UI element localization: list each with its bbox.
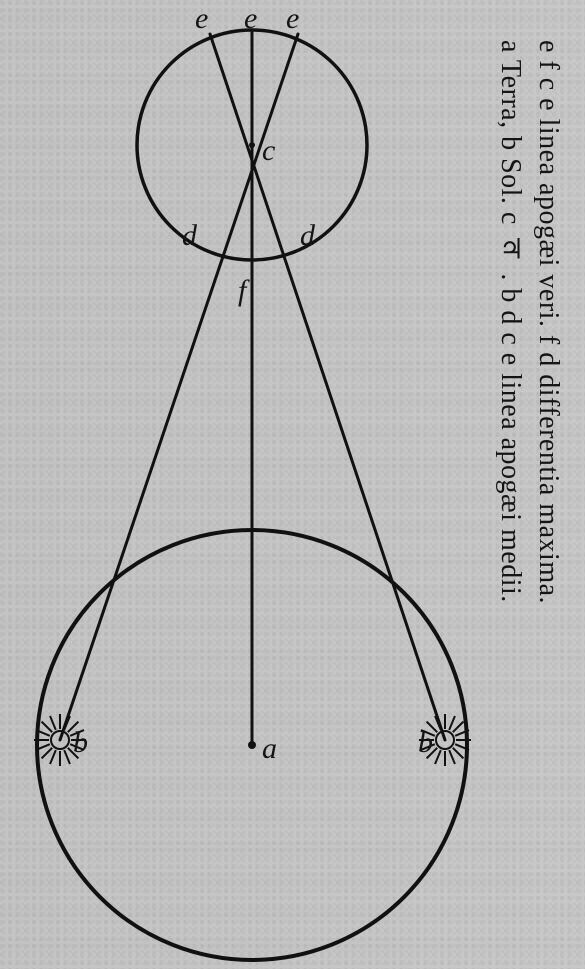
label-bR: b	[418, 726, 433, 759]
label-c: c	[262, 134, 275, 167]
label-a: a	[262, 732, 277, 765]
legend-text-vertical: e f c e linea apogæi veri. f d different…	[491, 40, 567, 940]
label-dR: d	[300, 219, 316, 252]
legend-line-1: e f c e linea apogæi veri. f d different…	[529, 40, 567, 940]
label-eR: e	[286, 2, 299, 35]
label-eM: e	[244, 2, 257, 35]
label-bL: b	[73, 726, 88, 759]
label-dL: d	[182, 219, 198, 252]
legend-line-2: a Terra, b Sol. c ♃ . b d c e linea apog…	[491, 40, 529, 940]
label-eL: e	[195, 2, 208, 35]
